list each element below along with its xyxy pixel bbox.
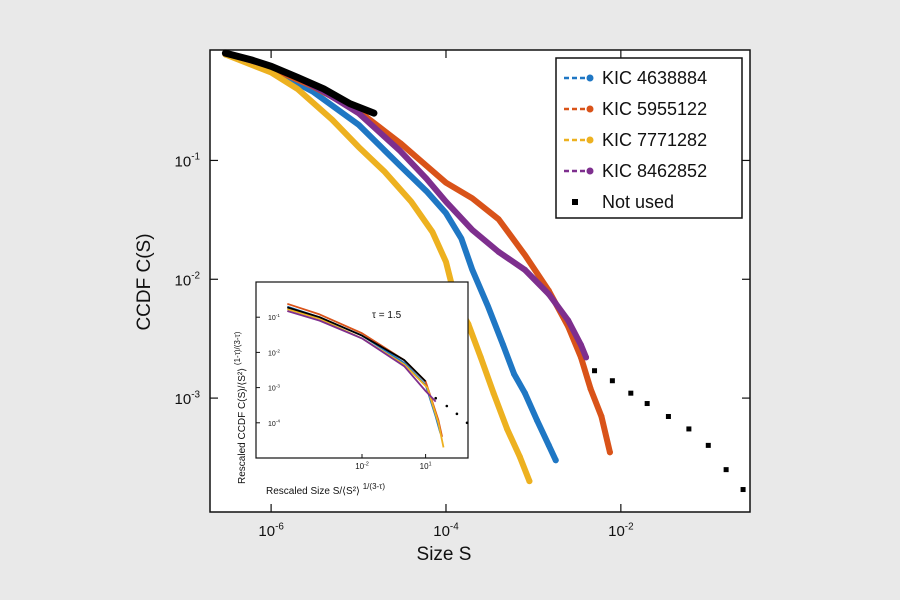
- inset-series-layer: [287, 302, 469, 448]
- inset-series-line-4: [287, 306, 427, 383]
- legend-marker-kic-7771282: [586, 136, 594, 144]
- inset-y-title-main: Rescaled CCDF C(S)/⟨S²⟩: [237, 368, 248, 484]
- data-point-not-used-13: [705, 442, 711, 448]
- y-tick-label-1: 10-2: [175, 271, 200, 290]
- inset-point-5-2: [455, 412, 459, 416]
- series-band-not-used: [221, 49, 378, 117]
- series-kic-7771282: [222, 51, 533, 485]
- inset-y-title-exp: (1-τ)/(3-τ): [233, 331, 242, 365]
- inset-y-axis-title: Rescaled CCDF C(S)/⟨S²⟩ (1-τ)/(3-τ): [233, 331, 248, 484]
- data-point-kic-8462852-3: [565, 317, 572, 324]
- inset-series-line-2: [287, 308, 445, 448]
- data-point-not-used-9: [628, 390, 634, 396]
- inset-x-tick-label-1: 101: [420, 461, 432, 471]
- inset-point-5-1: [445, 404, 449, 408]
- inset-tau-annotation: τ = 1.5: [372, 310, 402, 321]
- x-tick-label-0: 10-6: [258, 521, 284, 540]
- main-axis-ticks: 10-6 10-4 10-2 10-1 10-2 10-3: [175, 50, 750, 540]
- data-point-not-used-7: [592, 368, 598, 374]
- series-dash-kic-4638884: [502, 344, 557, 461]
- data-point-kic-5955122-5: [606, 449, 613, 456]
- legend-item-kic-4638884: KIC 4638884: [564, 68, 707, 88]
- data-point-kic-4638884-3: [534, 417, 541, 424]
- x-tick-label-1: 10-4: [433, 521, 459, 540]
- data-point-kic-7771282-3: [504, 425, 511, 432]
- y-tick-label-2: 10-3: [175, 389, 201, 408]
- data-point-kic-4638884-1: [511, 370, 518, 377]
- series-not-used: [221, 49, 746, 493]
- data-point-kic-4638884-0: [500, 341, 507, 348]
- inset-point-5-3: [465, 421, 469, 425]
- series-dash-kic-5955122: [547, 290, 611, 453]
- main-series-layer: [221, 49, 746, 493]
- data-point-kic-7771282-1: [477, 354, 484, 361]
- y-axis-title: CCDF C(S): [134, 233, 155, 330]
- data-point-kic-8462852-4: [577, 341, 584, 348]
- legend-item-kic-8462852: KIC 8462852: [564, 161, 707, 181]
- data-point-kic-8462852-0: [495, 248, 502, 255]
- inset-point-5-0: [434, 396, 438, 400]
- inset-x-tick-label-0: 10-2: [355, 461, 369, 471]
- inset-x-title-exp: 1/(3-τ): [363, 482, 386, 491]
- data-point-kic-7771282-4: [516, 453, 523, 460]
- data-point-kic-8462852-1: [521, 266, 528, 273]
- inset-series-line-3: [287, 310, 437, 403]
- y-tick-label-0: 10-1: [175, 152, 201, 171]
- legend-marker-kic-8462852: [586, 167, 594, 175]
- data-point-kic-5955122-3: [587, 385, 594, 392]
- inset-y-tick-label-2: 10-3: [268, 383, 280, 392]
- legend-label-not-used: Not used: [602, 192, 674, 212]
- series-kic-4638884: [222, 51, 559, 464]
- legend-label-kic-5955122: KIC 5955122: [602, 99, 707, 119]
- data-point-kic-4638884-5: [552, 457, 559, 464]
- legend-box: [555, 57, 743, 219]
- data-point-kic-7771282-5: [526, 478, 533, 485]
- legend-item-not-used: Not used: [572, 192, 674, 212]
- data-point-kic-5955122-4: [598, 413, 605, 420]
- data-point-kic-8462852-2: [545, 291, 552, 298]
- data-point-not-used-15: [740, 487, 746, 493]
- legend-marker-kic-5955122: [586, 105, 594, 113]
- data-point-kic-7771282-2: [490, 390, 497, 397]
- series-dash-kic-7771282: [467, 323, 531, 482]
- legend-swatch-not-used: [572, 199, 578, 205]
- inset-chart: 10-2 101 10-1 10-2 10-3 10-4 τ = 1.5 Rescaled…: [233, 281, 469, 497]
- legend-label-kic-7771282: KIC 7771282: [602, 130, 707, 150]
- data-point-not-used-14: [723, 467, 729, 473]
- data-point-not-used-11: [665, 413, 671, 419]
- data-point-kic-4638884-2: [521, 390, 528, 397]
- inset-y-tick-label-0: 10-1: [268, 313, 280, 322]
- legend-label-kic-4638884: KIC 4638884: [602, 68, 707, 88]
- x-axis-title: Size S: [417, 544, 472, 565]
- data-point-not-used-10: [644, 401, 650, 407]
- legend: KIC 4638884 KIC 5955122 KIC 7771282 KIC 846…: [555, 57, 743, 219]
- data-point-not-used-12: [686, 426, 692, 432]
- legend-marker-kic-4638884: [586, 74, 594, 82]
- legend-item-kic-5955122: KIC 5955122: [564, 99, 707, 119]
- legend-label-kic-8462852: KIC 8462852: [602, 161, 707, 181]
- inset-axis-ticks: 10-2 101 10-1 10-2 10-3 10-4: [256, 313, 432, 471]
- inset-y-tick-label-1: 10-2: [268, 348, 280, 357]
- x-tick-label-2: 10-2: [608, 521, 633, 540]
- data-point-kic-4638884-4: [545, 442, 552, 449]
- inset-x-axis-title: Rescaled Size S/⟨S²⟩ 1/(3-τ): [266, 482, 385, 497]
- inset-y-tick-label-3: 10-4: [268, 419, 280, 428]
- data-point-kic-8462852-5: [583, 354, 590, 361]
- inset-x-title-main: Rescaled Size S/⟨S²⟩: [266, 486, 360, 497]
- legend-item-kic-7771282: KIC 7771282: [564, 130, 707, 150]
- data-point-not-used-8: [609, 378, 615, 384]
